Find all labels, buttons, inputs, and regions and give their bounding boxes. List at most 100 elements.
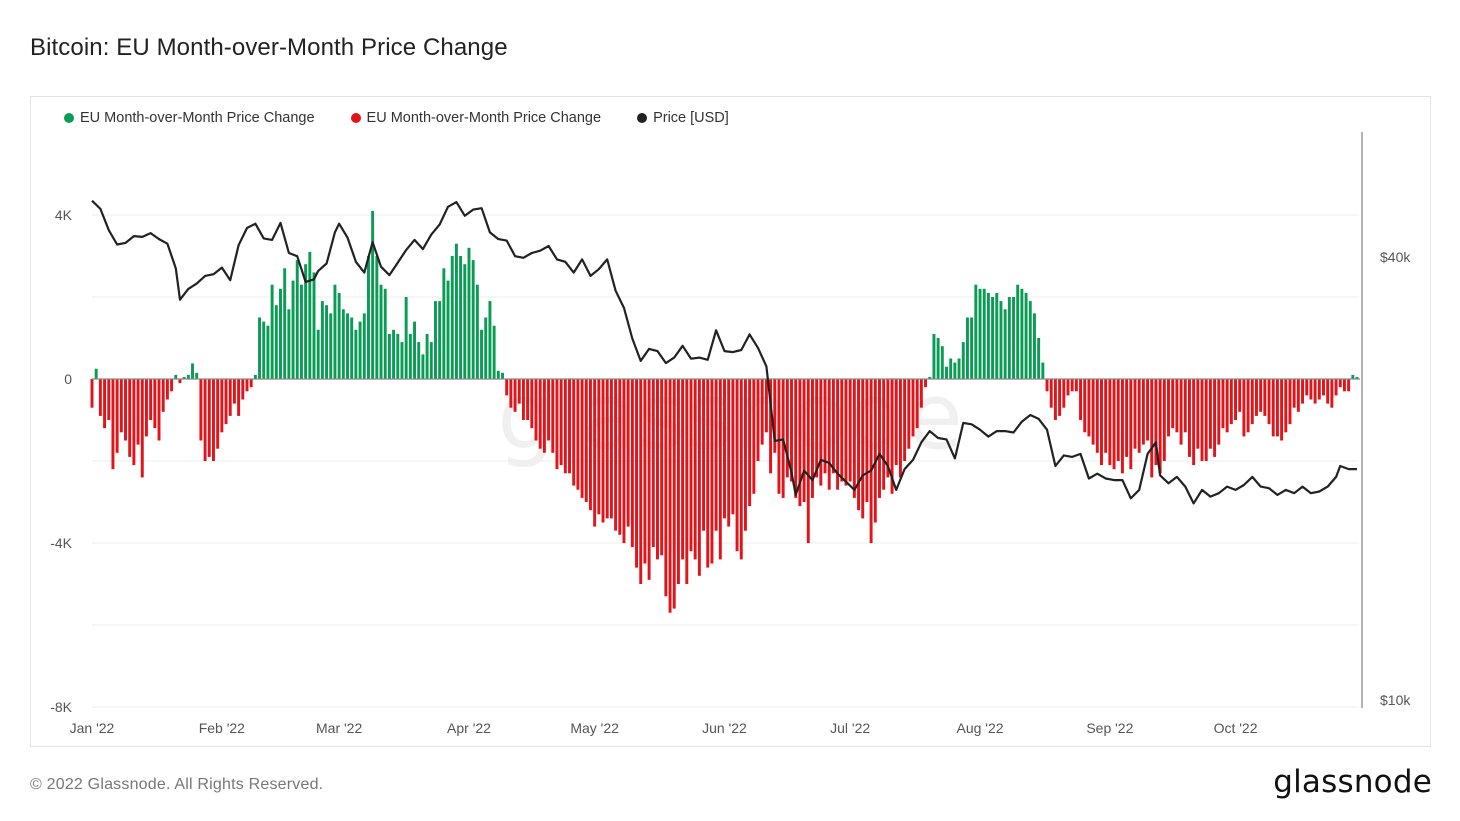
- bar-negative: [1158, 379, 1162, 474]
- legend-item-negative[interactable]: EU Month-over-Month Price Change: [350, 110, 601, 126]
- bar-negative: [1083, 379, 1087, 433]
- bar-negative: [1154, 379, 1158, 466]
- bar-negative: [1217, 379, 1221, 445]
- bar-positive: [953, 362, 957, 379]
- bar-negative: [857, 379, 860, 511]
- bar-negative: [1322, 379, 1325, 396]
- bar-negative: [848, 379, 852, 482]
- bar-negative: [844, 379, 848, 486]
- bar-negative: [149, 379, 153, 420]
- bar-negative: [743, 379, 747, 531]
- bar-negative: [530, 379, 534, 429]
- legend-dot-black: [637, 113, 648, 123]
- bar-negative: [1238, 379, 1242, 412]
- bar-negative: [668, 379, 672, 613]
- bar-negative: [836, 379, 840, 490]
- bar-negative: [1204, 379, 1208, 461]
- bar-positive: [320, 301, 324, 379]
- bar-negative: [903, 379, 907, 461]
- bar-negative: [136, 379, 140, 445]
- bar-positive: [366, 256, 370, 379]
- bar-negative: [1141, 379, 1145, 445]
- bar-negative: [794, 379, 798, 498]
- bar-positive: [1033, 313, 1036, 379]
- y-tick-label: -4K: [50, 535, 72, 551]
- bar-negative: [1242, 379, 1246, 437]
- legend: EU Month-over-Month Price Change EU Mont…: [64, 110, 729, 126]
- bar-positive: [496, 370, 500, 379]
- bar-negative: [1045, 379, 1049, 392]
- bar-negative: [635, 379, 638, 568]
- x-tick-label: Oct '22: [1214, 720, 1258, 736]
- bar-negative: [568, 379, 571, 474]
- bar-positive: [195, 372, 199, 379]
- bar-positive: [308, 251, 312, 379]
- bar-negative: [898, 379, 902, 478]
- y-tick-label: -8K: [50, 699, 72, 715]
- bar-negative: [237, 379, 241, 416]
- bar-negative: [1129, 379, 1133, 470]
- bar-negative: [769, 379, 773, 474]
- bar-positive: [1020, 288, 1024, 379]
- bar-positive: [1012, 297, 1015, 379]
- bar-negative: [702, 379, 706, 531]
- bar-negative: [1058, 379, 1062, 416]
- bar-negative: [1229, 379, 1233, 425]
- bar-positive: [957, 358, 961, 379]
- bar-negative: [124, 379, 127, 441]
- bar-positive: [408, 333, 412, 379]
- price-line: [91, 199, 1357, 505]
- bar-negative: [773, 379, 777, 453]
- bar-negative: [727, 379, 731, 527]
- bar-negative: [685, 379, 689, 584]
- bar-positive: [186, 374, 190, 379]
- bar-negative: [869, 379, 873, 543]
- bar-negative: [1116, 379, 1120, 461]
- bar-negative: [689, 379, 693, 552]
- bar-positive: [266, 325, 270, 379]
- bar-positive: [1024, 292, 1028, 379]
- bar-negative: [115, 379, 119, 453]
- bar-positive: [283, 268, 287, 379]
- bar-negative: [894, 379, 898, 466]
- bar-positive: [387, 333, 391, 379]
- bar-positive: [316, 329, 320, 379]
- bar-positive: [258, 317, 262, 379]
- bar-negative: [1280, 379, 1284, 441]
- bar-negative: [111, 379, 115, 470]
- legend-item-price[interactable]: Price [USD]: [637, 110, 729, 126]
- legend-item-positive[interactable]: EU Month-over-Month Price Change: [64, 110, 315, 126]
- bar-negative: [249, 379, 253, 388]
- bar-negative: [1104, 379, 1108, 453]
- bar-negative: [1200, 379, 1204, 461]
- legend-label-price: Price [USD]: [653, 110, 729, 126]
- bar-positive: [450, 256, 454, 379]
- bar-negative: [1091, 379, 1095, 445]
- bar-negative: [1208, 379, 1212, 449]
- legend-dot-red: [350, 113, 361, 123]
- bar-negative: [509, 379, 513, 408]
- bar-negative: [1112, 379, 1116, 470]
- bar-negative: [232, 379, 236, 404]
- bar-negative: [618, 379, 622, 535]
- bar-negative: [103, 379, 107, 429]
- bar-positive: [396, 333, 400, 379]
- bar-negative: [878, 379, 881, 498]
- bar-positive: [484, 317, 488, 379]
- bar-negative: [1108, 379, 1112, 466]
- bar-positive: [421, 354, 425, 379]
- bar-negative: [924, 379, 928, 388]
- bar-positive: [974, 284, 978, 379]
- bar-negative: [614, 379, 618, 531]
- bar-positive: [467, 247, 471, 379]
- glassnode-logo: glassnode: [1273, 764, 1432, 800]
- bar-positive: [1007, 297, 1011, 379]
- bar-negative: [1192, 379, 1196, 466]
- bar-negative: [630, 379, 634, 548]
- bar-negative: [806, 379, 810, 543]
- bar-negative: [1221, 379, 1225, 429]
- bar-negative: [811, 379, 814, 498]
- bar-negative: [873, 379, 877, 523]
- bar-negative: [790, 379, 793, 482]
